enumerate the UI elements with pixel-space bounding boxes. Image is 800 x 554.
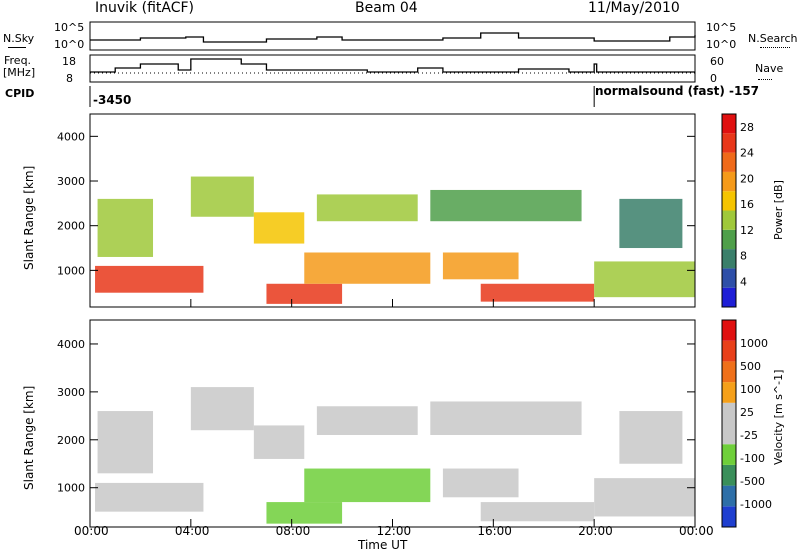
cpid-segment-1: -3450 [93, 93, 132, 107]
velocity-colorbar-tick-4: -25 [740, 429, 758, 442]
freq-left-tick-bottom: 8 [66, 72, 73, 85]
power-region-8 [442, 252, 519, 280]
velocity-colorbar-tick-1: 500 [740, 360, 761, 373]
nave-label: Nave [755, 62, 784, 75]
power-colorbar-tick-5: 24 [740, 147, 754, 160]
power-colorbar-tick-0: 4 [740, 275, 747, 288]
power-colorbar-seg-7 [722, 152, 736, 172]
power-colorbar-seg-5 [722, 191, 736, 211]
power-colorbar-tick-3: 16 [740, 198, 754, 211]
freq-right-tick-top: 60 [710, 55, 724, 68]
power-region-10 [594, 261, 695, 298]
velocity-colorbar-tick-3: 25 [740, 406, 754, 419]
power-region-11 [619, 198, 683, 249]
velocity-colorbar-tick-6: -500 [740, 475, 765, 488]
power-region-1 [97, 198, 154, 257]
velocity-ytick-label-2: 3000 [57, 386, 85, 399]
velocity-colorbar-seg-5 [722, 402, 736, 424]
velocity-colorbar-seg-9 [722, 320, 736, 341]
freq-unit-label: [MHz] [3, 66, 36, 79]
velocity-colorbar-seg-3 [722, 444, 736, 465]
beam-title: Beam 04 [355, 0, 418, 16]
power-colorbar-frame [721, 113, 737, 308]
velocity-region-10 [594, 478, 695, 517]
velocity-ytick-label-1: 2000 [57, 434, 85, 447]
velocity-colorbar-tick-2: 100 [740, 383, 761, 396]
freq-left-tick-top: 18 [62, 55, 76, 68]
power-colorbar-tick-1: 8 [740, 250, 747, 263]
station-title: Inuvik (fitACF) [95, 0, 194, 16]
velocity-region-9 [480, 502, 595, 522]
power-region-6 [316, 194, 418, 222]
power-colorbar-tick-4: 20 [740, 172, 754, 185]
power-colorbar-seg-6 [722, 171, 736, 192]
velocity-region-3 [253, 425, 305, 459]
nave-legend-line [758, 79, 772, 80]
nsky-legend-line [8, 47, 26, 48]
velocity-colorbar-seg-2 [722, 464, 736, 486]
velocity-colorbar-seg-0 [722, 506, 736, 527]
power-colorbar-tick-2: 12 [740, 224, 754, 237]
velocity-region-7 [430, 401, 582, 435]
noise-sky-line [90, 32, 696, 43]
freq-label: Freq. [4, 54, 32, 67]
velocity-region-8 [442, 468, 519, 498]
nsearch-legend-line [760, 47, 790, 48]
cpid-label: CPID [5, 87, 35, 100]
power-colorbar-tick-6: 28 [740, 121, 754, 134]
velocity-ytick-label-3: 4000 [57, 338, 85, 351]
velocity-colorbar-seg-8 [722, 340, 736, 362]
noise-panel-frame [89, 21, 696, 51]
velocity-colorbar-seg-1 [722, 485, 736, 507]
velocity-colorbar-seg-6 [722, 382, 736, 403]
power-ytick-label-1: 2000 [57, 220, 85, 233]
noise-left-tick-top: 10^5 [54, 21, 85, 34]
velocity-colorbar-seg-7 [722, 361, 736, 383]
power-colorbar-seg-1 [722, 268, 736, 288]
velocity-colorbar-tick-5: -100 [740, 452, 765, 465]
nsearch-label: N.Search [748, 32, 798, 45]
velocity-region-11 [619, 411, 683, 464]
power-ytick-label-2: 3000 [57, 175, 85, 188]
power-region-0 [95, 265, 204, 293]
velocity-region-0 [95, 482, 204, 512]
freq-line [90, 58, 695, 73]
velocity-ytick-label-0: 1000 [57, 482, 85, 495]
velocity-region-2 [190, 387, 254, 431]
freq-right-tick-bottom: 0 [710, 72, 717, 85]
velocity-region-4 [266, 502, 343, 524]
velocity-colorbar-frame [721, 319, 737, 528]
power-region-9 [480, 283, 595, 302]
power-region-7 [430, 189, 582, 222]
velocity-colorbar-seg-4 [722, 423, 736, 445]
power-region-5 [304, 252, 431, 284]
velocity-colorbar-tick-7: -1000 [740, 498, 772, 511]
power-ytick-label-3: 4000 [57, 130, 85, 143]
power-colorbar-seg-3 [722, 229, 736, 250]
power-region-3 [253, 212, 305, 244]
power-colorbar-seg-0 [722, 287, 736, 307]
power-colorbar-seg-9 [722, 114, 736, 134]
power-region-4 [266, 283, 343, 304]
power-colorbar-seg-8 [722, 133, 736, 153]
velocity-colorbar-tick-0: 1000 [740, 337, 768, 350]
power-colorbar-seg-2 [722, 249, 736, 269]
velocity-region-1 [97, 411, 154, 474]
noise-right-tick-bottom: 10^0 [706, 38, 737, 51]
x-axis-label: Time UT [358, 538, 408, 552]
nsky-label: N.Sky [3, 32, 35, 45]
noise-right-tick-top: 10^5 [706, 21, 737, 34]
power-region-2 [190, 176, 254, 217]
date-title: 11/May/2010 [588, 0, 680, 16]
noise-left-tick-bottom: 10^0 [54, 38, 85, 51]
power-colorbar-seg-4 [722, 210, 736, 230]
power-ytick-label-0: 1000 [57, 264, 85, 277]
freq-panel-frame [89, 54, 696, 83]
cpid-segment-2: normalsound (fast) -157 [595, 84, 760, 98]
velocity-region-5 [304, 468, 431, 503]
velocity-region-6 [316, 406, 418, 435]
